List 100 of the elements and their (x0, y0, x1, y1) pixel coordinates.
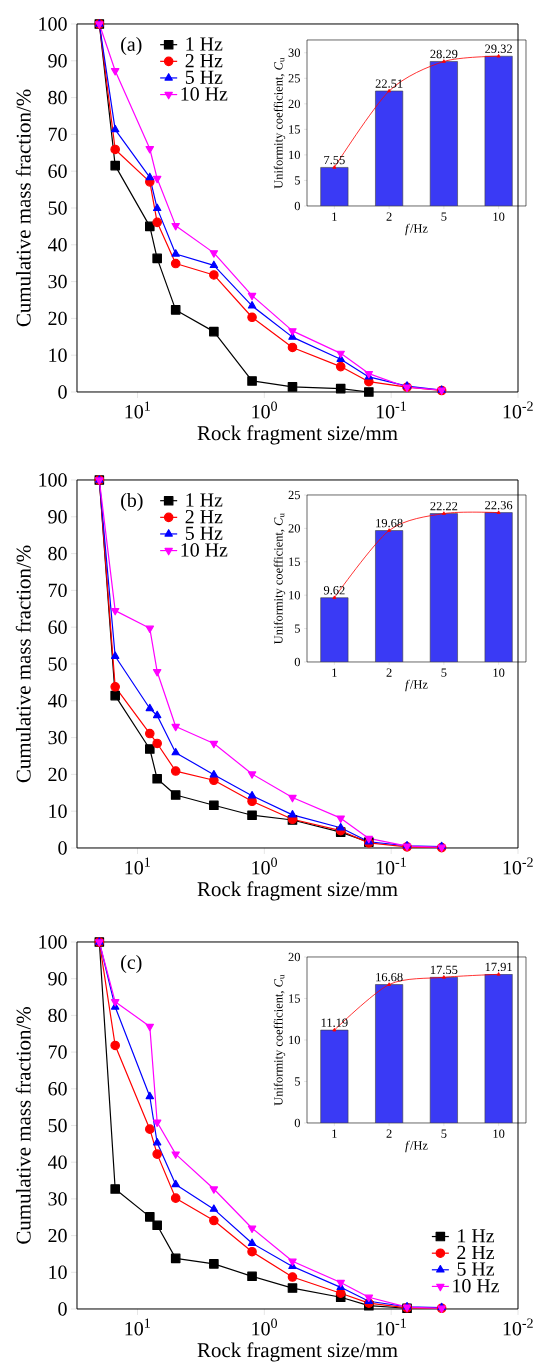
y-tick-label: 5 (294, 1077, 300, 1086)
y-tick-label: 100 (39, 473, 67, 487)
y-tick-label: 0 (294, 1118, 300, 1128)
y-tick-label: 20 (48, 767, 67, 782)
legend-label: 2 Hz (457, 1245, 495, 1260)
y-tick-label: 70 (48, 1045, 67, 1059)
x-tick-label: 5 (441, 668, 447, 677)
y-tick-label: 20 (288, 99, 300, 109)
data-label: 22.36 (485, 500, 513, 510)
legend-label: 1 Hz (186, 37, 223, 51)
x-tick-label: 1 (332, 212, 337, 221)
y-tick-label: 100 (39, 935, 67, 949)
legend-label: 10 Hz (453, 1279, 500, 1293)
x-tick-label: 10 (493, 668, 505, 677)
y-tick-label: 50 (48, 657, 67, 671)
x-tick-label: 2 (386, 212, 392, 221)
y-tick-label: 15 (289, 557, 300, 566)
x-tick-label: 1 (332, 1129, 337, 1138)
data-label: 29.32 (485, 44, 512, 54)
y-axis-title: Uniformity coefficient, C$_{u}$ (273, 513, 286, 645)
y-tick-label: 20 (48, 311, 67, 326)
data-label: 9.62 (323, 586, 345, 595)
annotation: (a) (121, 37, 142, 56)
data-label: 19.68 (376, 518, 403, 528)
x-tick-label: 10$^{0}$ (252, 1318, 278, 1336)
y-tick-label: 20 (48, 1228, 67, 1243)
y-tick-label: 50 (48, 201, 67, 215)
x-tick-label: 10$^{0}$ (252, 401, 278, 419)
data-label: 7.55 (324, 155, 345, 165)
y-tick-label: 70 (48, 583, 67, 598)
y-tick-label: 80 (48, 90, 67, 105)
legend-label: 10 Hz (181, 87, 228, 101)
y-axis-title: Cumulative mass fraction/% (15, 1007, 31, 1244)
x-tick-label: 2 (386, 1129, 392, 1138)
y-tick-label: 20 (288, 952, 300, 962)
x-tick-label: 10$^{-1}$ (376, 1318, 406, 1336)
data-label: 22.51 (375, 79, 403, 88)
y-tick-label: 5 (294, 176, 300, 185)
y-tick-label: 10 (49, 1265, 67, 1279)
y-tick-label: 20 (288, 524, 300, 533)
x-axis-title: f/Hz (405, 679, 428, 692)
data-label: 28.29 (430, 49, 458, 59)
y-tick-label: 25 (288, 74, 300, 83)
y-tick-label: 90 (48, 510, 67, 524)
y-tick-label: 30 (48, 730, 67, 745)
y-tick-label: 100 (39, 17, 67, 31)
x-tick-label: 10$^{1}$ (125, 857, 150, 875)
y-tick-label: 0 (58, 1302, 67, 1316)
y-tick-label: 10 (49, 348, 67, 362)
y-tick-label: 15 (289, 125, 300, 134)
data-label: 16.68 (376, 972, 403, 982)
legend-label: 1 Hz (186, 493, 223, 507)
y-tick-label: 60 (48, 620, 67, 634)
x-tick-label: 10$^{-2}$ (503, 1318, 533, 1336)
x-axis-title: Rock fragment size/mm (197, 1342, 398, 1362)
x-tick-label: 10$^{-2}$ (503, 857, 533, 875)
y-tick-label: 40 (47, 238, 67, 252)
legend-label: 5 Hz (185, 526, 223, 540)
x-tick-label: 5 (441, 212, 447, 221)
y-tick-label: 90 (48, 54, 67, 68)
x-tick-label: 10$^{-1}$ (376, 857, 406, 875)
x-tick-label: 10 (493, 1129, 505, 1138)
legend-label: 2 Hz (185, 54, 223, 68)
x-tick-label: 10$^{1}$ (125, 401, 150, 419)
legend-label: 2 Hz (185, 510, 223, 524)
x-tick-label: 10$^{0}$ (252, 857, 278, 875)
x-tick-label: 10$^{1}$ (125, 1318, 150, 1336)
y-tick-label: 10 (289, 150, 300, 160)
y-axis-title: Cumulative mass fraction/% (15, 89, 31, 327)
legend-label: 5 Hz (185, 70, 223, 84)
x-tick-label: 2 (386, 668, 392, 677)
y-axis-title: Uniformity coefficient, C$_{u}$ (273, 974, 286, 1106)
y-tick-label: 5 (294, 624, 300, 633)
legend-label: 1 Hz (458, 1229, 495, 1243)
y-tick-label: 80 (48, 1008, 67, 1023)
x-axis-title: Rock fragment size/mm (197, 881, 398, 901)
y-tick-label: 25 (288, 490, 300, 500)
data-label: 22.22 (430, 501, 458, 511)
y-tick-label: 10 (49, 804, 67, 818)
y-tick-label: 30 (288, 48, 300, 57)
y-tick-label: 0 (58, 385, 67, 399)
data-label: 17.91 (485, 962, 512, 972)
annotation: (c) (121, 954, 142, 974)
legend-label: 5 Hz (457, 1262, 495, 1276)
x-axis-title: Rock fragment size/mm (197, 425, 398, 445)
y-tick-label: 30 (48, 274, 67, 289)
y-tick-label: 60 (48, 164, 67, 178)
y-axis-title: Cumulative mass fraction/% (15, 545, 31, 783)
y-tick-label: 0 (294, 657, 300, 667)
y-tick-label: 80 (48, 546, 67, 561)
data-label: 17.55 (430, 965, 458, 975)
x-tick-label: 10 (493, 212, 505, 221)
y-tick-label: 15 (289, 994, 300, 1003)
y-tick-label: 0 (58, 841, 67, 855)
legend-label: 10 Hz (181, 543, 228, 557)
y-tick-label: 10 (289, 590, 300, 600)
x-tick-label: 5 (441, 1129, 447, 1138)
y-tick-label: 50 (48, 1118, 67, 1133)
y-tick-label: 90 (48, 971, 67, 986)
y-tick-label: 10 (289, 1035, 300, 1045)
